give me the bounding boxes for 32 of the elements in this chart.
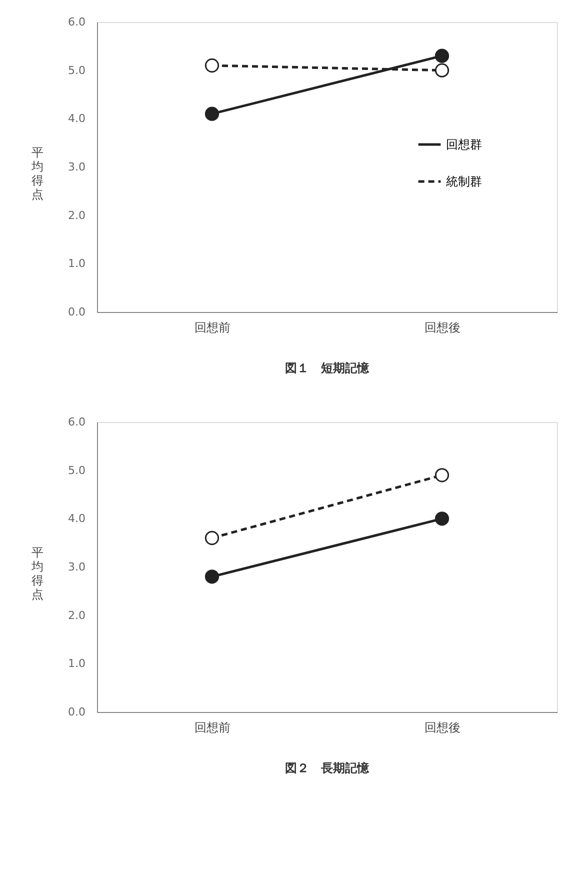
text: 図１ 短期記憶: [285, 361, 370, 375]
y-tick-label: 0.0: [68, 706, 86, 718]
y-tick-label: 1.0: [68, 657, 86, 670]
x-tick-label: 回想後: [424, 320, 460, 334]
y-tick-label: 5.0: [68, 64, 86, 77]
y-tick-label: 4.0: [68, 112, 86, 126]
point: [434, 63, 450, 78]
y-tick-label: 2.0: [68, 608, 86, 622]
point: [434, 48, 450, 63]
y-axis-title: 平均得点: [30, 146, 44, 202]
point: [204, 106, 220, 121]
y-tick-label: 5.0: [68, 464, 86, 477]
y-tick-label: 0.0: [68, 306, 86, 318]
y-tick-label: 1.0: [68, 257, 86, 270]
y-tick-label: 3.0: [68, 560, 86, 574]
point: [204, 58, 220, 73]
legend-label: 統制群: [446, 174, 482, 188]
legend-label: 回想群: [446, 138, 482, 152]
y-tick-label: 2.0: [68, 208, 86, 222]
x-tick-label: 回想後: [424, 720, 460, 734]
y-tick-label: 4.0: [68, 512, 86, 526]
point: [204, 570, 220, 584]
point: [204, 530, 220, 546]
y-tick-label: 3.0: [68, 160, 86, 174]
point: [434, 468, 450, 482]
y-axis-title: 平均得点: [30, 546, 44, 602]
point: [434, 512, 450, 526]
y-tick-label: 6.0: [68, 416, 86, 428]
y-tick-label: 6.0: [68, 16, 86, 28]
x-tick-label: 回想前: [194, 720, 230, 734]
x-tick-label: 回想前: [194, 320, 230, 334]
text: 図２ 長期記憶: [285, 761, 370, 775]
